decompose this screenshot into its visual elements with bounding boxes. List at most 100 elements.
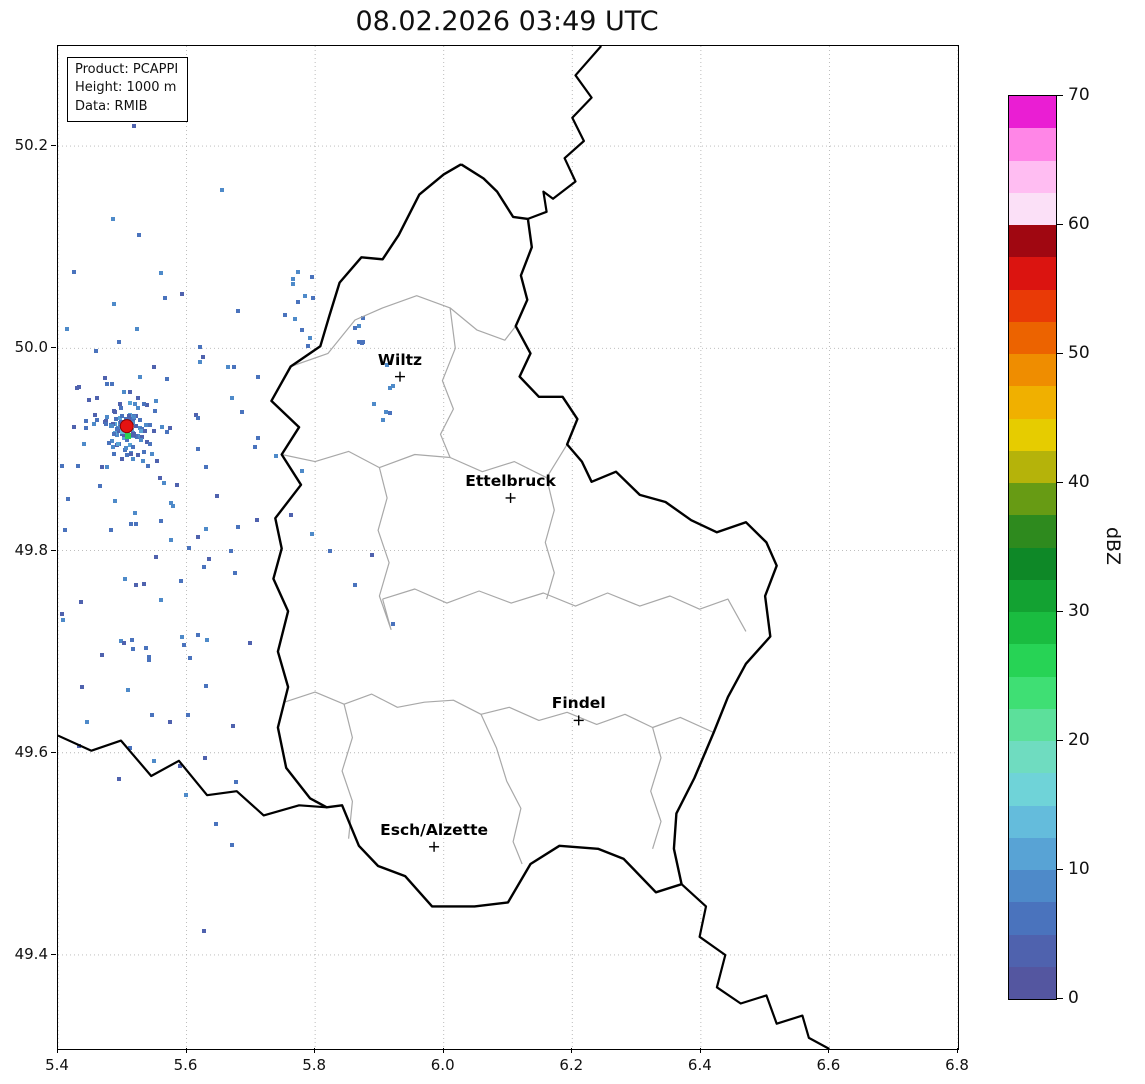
radar-echo-pixel <box>127 414 131 418</box>
radar-echo-pixel <box>126 688 130 692</box>
radar-echo-pixel <box>155 459 159 463</box>
radar-echo-pixel <box>143 429 147 433</box>
radar-echo-pixel <box>388 386 392 390</box>
radar-echo-pixel <box>296 270 300 274</box>
radar-echo-pixel <box>148 442 152 446</box>
radar-echo-pixel <box>115 427 119 431</box>
colorbar-segment <box>1009 257 1056 290</box>
radar-echo-pixel <box>116 442 120 446</box>
radar-echo-pixel <box>105 382 109 386</box>
radar-echo-pixel <box>131 647 135 651</box>
info-product: Product: PCAPPI <box>75 62 179 77</box>
canton-boundary <box>480 714 523 865</box>
radar-echo-pixel <box>256 436 260 440</box>
radar-echo-pixel <box>79 600 83 604</box>
canton-boundary <box>281 444 568 479</box>
radar-echo-pixel <box>357 340 361 344</box>
radar-echo-pixel <box>202 929 206 933</box>
radar-echo-pixel <box>136 406 140 410</box>
radar-echo-pixel <box>207 557 211 561</box>
colorbar-unit-label: dBZ <box>1102 526 1124 566</box>
radar-echo-pixel <box>152 759 156 763</box>
radar-echo-pixel <box>95 396 99 400</box>
radar-echo-pixel <box>169 501 173 505</box>
radar-echo-pixel <box>232 365 236 369</box>
radar-echo-pixel <box>94 349 98 353</box>
radar-echo-pixel <box>65 327 69 331</box>
radar-echo-pixel <box>105 415 109 419</box>
radar-echo-pixel <box>129 452 133 456</box>
radar-echo-pixel <box>144 423 148 427</box>
radar-echo-pixel <box>293 317 297 321</box>
radar-echo-pixel <box>145 403 149 407</box>
radar-echo-pixel <box>202 565 206 569</box>
radar-echo-pixel <box>158 476 162 480</box>
city-label: Findel <box>551 694 606 713</box>
radar-echo-pixel <box>361 340 365 344</box>
radar-echo-pixel <box>111 445 115 449</box>
x-tick-label: 6.8 <box>945 1056 969 1074</box>
radar-echo-pixel <box>61 618 65 622</box>
colorbar-segment <box>1009 483 1056 516</box>
radar-echo-pixel <box>153 409 157 413</box>
radar-echo-pixel <box>146 464 150 468</box>
colorbar <box>1008 95 1057 1000</box>
y-tick-mark <box>51 953 56 955</box>
radar-echo-pixel <box>144 646 148 650</box>
radar-echo-pixel <box>215 494 219 498</box>
colorbar-tick-label: 30 <box>1068 601 1090 621</box>
radar-echo-pixel <box>283 313 287 317</box>
radar-echo-pixel <box>165 377 169 381</box>
colorbar-tick-label: 20 <box>1068 730 1090 750</box>
colorbar-segment <box>1009 644 1056 677</box>
radar-echo-pixel <box>150 452 154 456</box>
radar-echo-pixel <box>104 419 108 423</box>
radar-echo-pixel <box>187 546 191 550</box>
radar-echo-pixel <box>133 511 137 515</box>
colorbar-segment <box>1009 225 1056 258</box>
radar-echo-pixel <box>308 336 312 340</box>
x-tick-mark <box>442 1048 444 1053</box>
radar-echo-pixel <box>103 376 107 380</box>
radar-echo-pixel <box>112 452 116 456</box>
colorbar-tick-label: 0 <box>1068 988 1079 1008</box>
radar-echo-pixel <box>142 582 146 586</box>
radar-echo-pixel <box>201 355 205 359</box>
radar-echo-pixel <box>303 294 307 298</box>
plot-title: 08.02.2026 03:49 UTC <box>355 6 659 37</box>
radar-echo-pixel <box>141 459 145 463</box>
colorbar-segment <box>1009 418 1056 451</box>
radar-echo-pixel <box>230 843 234 847</box>
radar-echo-pixel <box>92 422 96 426</box>
radar-echo-pixel <box>233 571 237 575</box>
colorbar-segment <box>1009 902 1056 935</box>
radar-echo-pixel <box>152 365 156 369</box>
colorbar-segment <box>1009 354 1056 387</box>
radar-echo-pixel <box>168 426 172 430</box>
radar-echo-pixel <box>204 684 208 688</box>
radar-echo-pixel <box>129 522 133 526</box>
radar-echo-pixel <box>100 653 104 657</box>
canton-boundary <box>544 477 555 600</box>
radar-echo-pixel <box>105 465 109 469</box>
radar-echo-pixel <box>300 328 304 332</box>
radar-echo-pixel <box>139 429 143 433</box>
colorbar-tick-mark <box>1057 353 1063 354</box>
radar-echo-pixel <box>84 419 88 423</box>
x-tick-mark <box>699 1048 701 1053</box>
radar-echo-pixel <box>84 426 88 430</box>
radar-echo-pixel <box>85 720 89 724</box>
radar-echo-pixel <box>391 384 395 388</box>
radar-echo-pixel <box>253 445 257 449</box>
radar-echo-pixel <box>205 638 209 642</box>
colorbar-segment <box>1009 676 1056 709</box>
radar-echo-pixel <box>163 296 167 300</box>
radar-echo-pixel <box>328 549 332 553</box>
radar-echo-pixel <box>104 422 108 426</box>
canton-boundary <box>290 295 517 368</box>
radar-echo-pixel <box>66 497 70 501</box>
border-belgium-germany <box>527 46 603 220</box>
radar-echo-pixel <box>148 423 152 427</box>
radar-echo-pixel <box>178 764 182 768</box>
radar-echo-pixel <box>154 399 158 403</box>
